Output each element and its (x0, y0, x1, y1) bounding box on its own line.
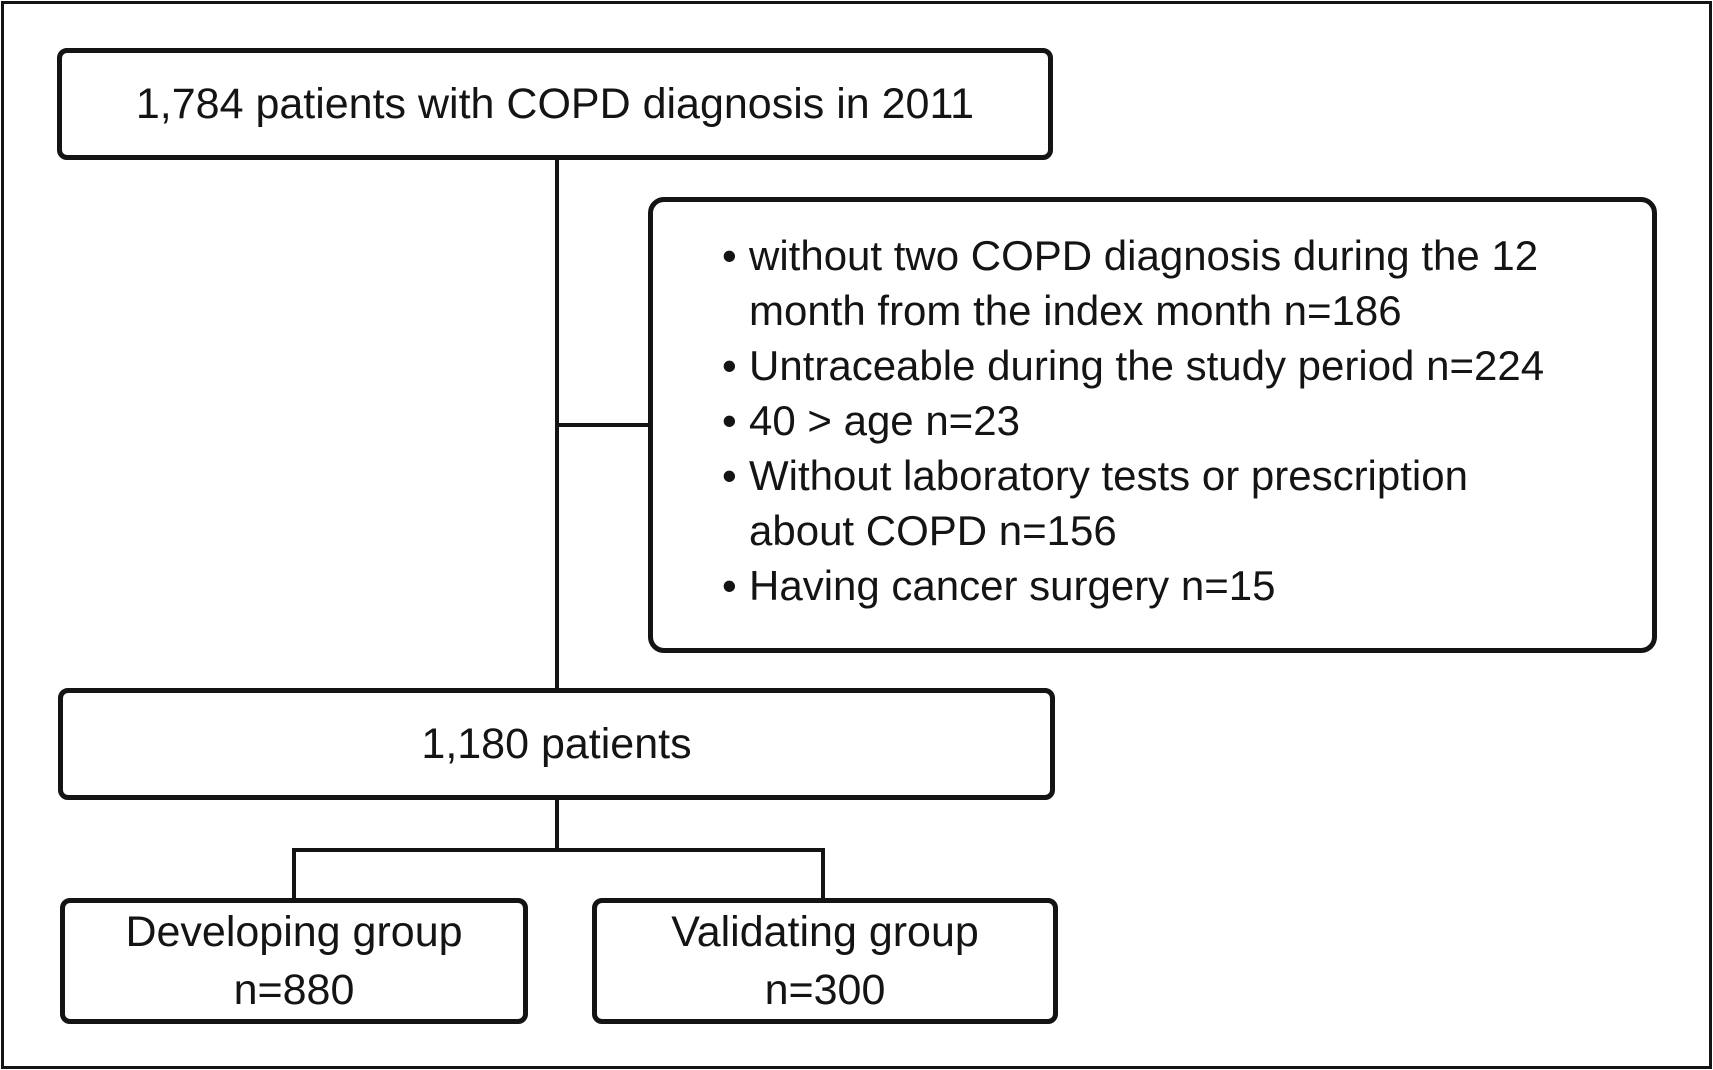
exclusion-item-text: 40 > age n=23 (749, 393, 1020, 448)
bullet-icon: • (722, 452, 737, 499)
box-developing-group: Developing group n=880 (60, 898, 528, 1024)
connector-to-exclusion-box (557, 423, 648, 427)
bullet-icon: • (722, 342, 737, 389)
box-exclusion-criteria: • without two COPD diagnosis during the … (648, 197, 1657, 653)
exclusion-item: • Without laboratory tests or prescripti… (722, 448, 1624, 558)
exclusion-item-line: without two COPD diagnosis during the 12 (749, 232, 1539, 279)
exclusion-item: • without two COPD diagnosis during the … (722, 228, 1624, 338)
box-initial-cohort: 1,784 patients with COPD diagnosis in 20… (57, 48, 1053, 160)
box-validating-group: Validating group n=300 (592, 898, 1058, 1024)
exclusion-item-text: Without laboratory tests or prescription… (749, 448, 1468, 558)
connector-drop-validating (821, 848, 825, 898)
exclusion-item-line: month from the index month n=186 (749, 287, 1402, 334)
bullet-icon: • (722, 397, 737, 444)
validating-group-count: n=300 (764, 966, 886, 1014)
exclusion-item-text: Untraceable during the study period n=22… (749, 338, 1544, 393)
exclusion-item-line: about COPD n=156 (749, 507, 1117, 554)
developing-group-name: Developing group (125, 908, 463, 956)
exclusion-item-line: 40 > age n=23 (749, 397, 1020, 444)
exclusion-item: • Having cancer surgery n=15 (722, 558, 1624, 613)
included-cohort-label: 1,180 patients (421, 720, 692, 768)
exclusion-item-line: Untraceable during the study period n=22… (749, 342, 1545, 389)
developing-group-count: n=880 (233, 966, 355, 1014)
exclusion-item-text: Having cancer surgery n=15 (749, 558, 1275, 613)
connector-included-stub (555, 800, 559, 852)
connector-drop-developing (292, 848, 296, 898)
exclusion-item: • 40 > age n=23 (722, 393, 1624, 448)
box-included-cohort: 1,180 patients (58, 688, 1055, 800)
exclusion-item-line: Without laboratory tests or prescription (749, 452, 1468, 499)
exclusion-item-line: Having cancer surgery n=15 (749, 562, 1276, 609)
validating-group-name: Validating group (671, 908, 979, 956)
exclusion-item: • Untraceable during the study period n=… (722, 338, 1624, 393)
connector-branch-crossbar (292, 848, 825, 852)
exclusion-item-text: without two COPD diagnosis during the 12… (749, 228, 1538, 338)
bullet-icon: • (722, 562, 737, 609)
initial-cohort-label: 1,784 patients with COPD diagnosis in 20… (135, 80, 975, 128)
bullet-icon: • (722, 232, 737, 279)
